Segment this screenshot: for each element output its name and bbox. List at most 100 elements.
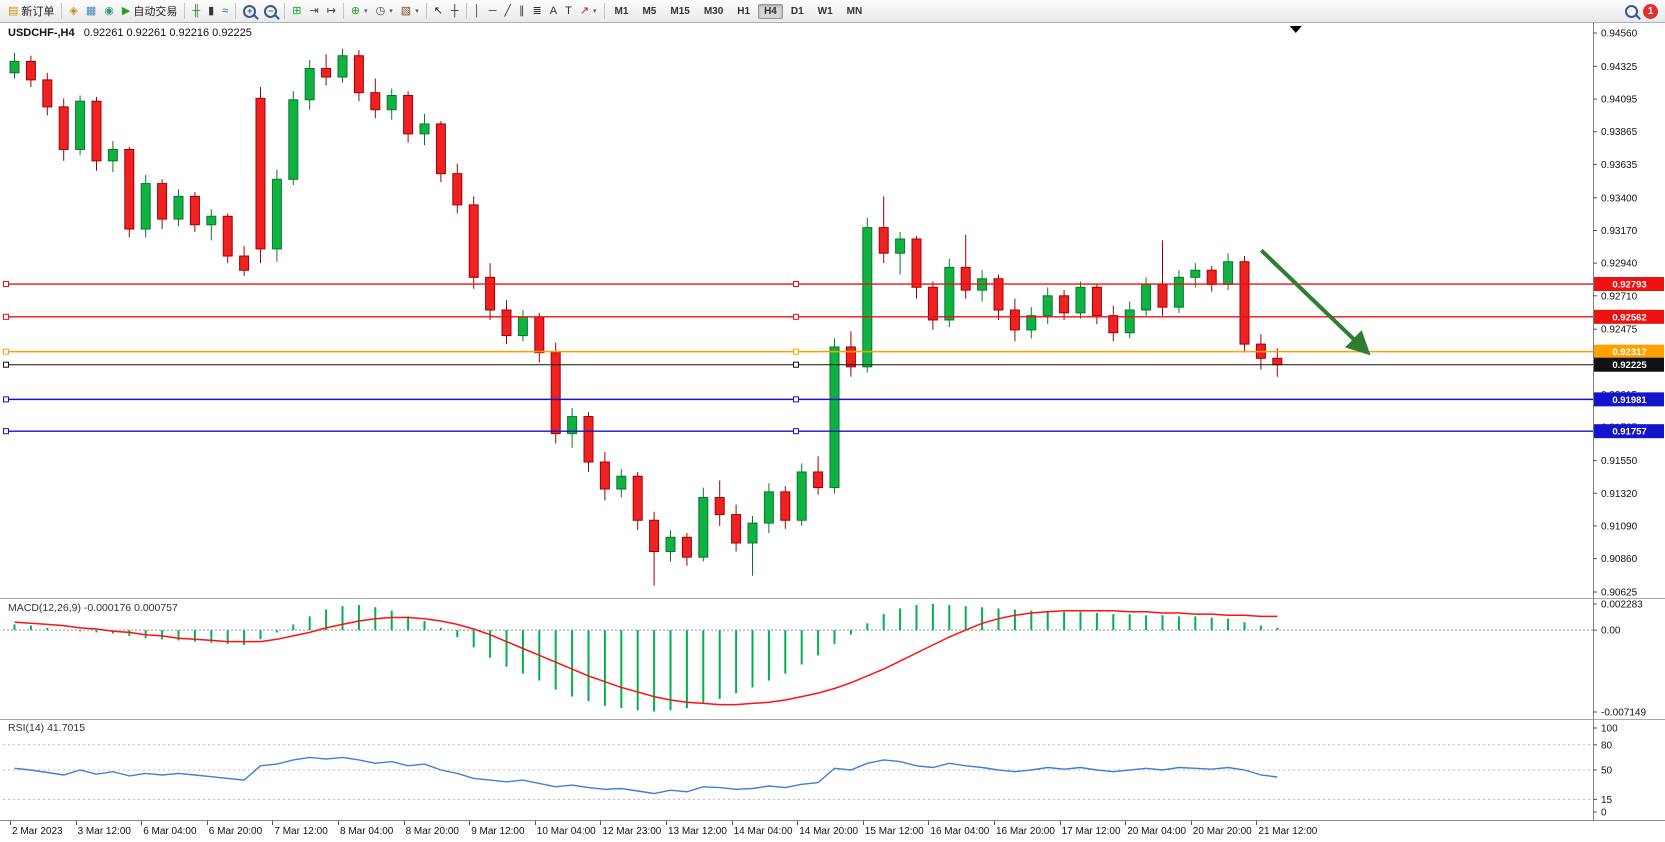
timeframe-m30[interactable]: M30: [703, 5, 724, 17]
time-axis-tick: [10, 821, 11, 825]
line-chart-icon[interactable]: ≈: [218, 2, 232, 21]
time-axis-label: 6 Mar 20:00: [208, 826, 263, 837]
rsi-levels: [3, 744, 1593, 800]
text-icon: A: [549, 4, 558, 17]
rsi-axis: 100 80 50 15 0: [1593, 724, 1618, 819]
svg-text:80: 80: [1601, 740, 1613, 751]
channel-icon[interactable]: ∥: [515, 2, 529, 21]
timeframe-w1[interactable]: W1: [817, 5, 833, 17]
horizontal-line-0.92225[interactable]: 0.92225: [3, 357, 1664, 372]
zoom-out-icon[interactable]: −: [260, 2, 281, 21]
svg-text:0.92225: 0.92225: [1612, 360, 1647, 371]
svg-text:0.92793: 0.92793: [1612, 280, 1646, 291]
price-tag: [1594, 309, 1664, 324]
timeframe-h4[interactable]: H4: [758, 3, 783, 19]
text-icon[interactable]: A: [546, 2, 561, 21]
time-axis-tick: [272, 821, 274, 825]
time-axis-label: 15 Mar 12:00: [864, 826, 924, 837]
data-window-icon[interactable]: ▦: [82, 2, 100, 21]
horizontal-line-0.92793[interactable]: 0.92793: [3, 277, 1664, 292]
timeframe-mn[interactable]: MN: [846, 5, 863, 17]
templates-icon[interactable]: ▧ ▾: [397, 2, 423, 21]
toolbar: ▤ 新订单 ◈ ▦ ◉ ▶ 自动交易 ╫ ▮ ≈ + − ⊞ ⇥ ↦ ⊕ ▾ ◷ ▾ ▧ ▾ ↖ ┼ │ ─ ╱ ∥ ≣ A T ↗ ▾ M1 M…: [0, 0, 1665, 23]
time-axis-label: 21 Mar 12:00: [1258, 826, 1318, 837]
timeframe-m15[interactable]: M15: [670, 5, 690, 17]
line-handle: [3, 281, 9, 288]
svg-text:0.91550: 0.91550: [1601, 456, 1638, 467]
arrows-icon[interactable]: ↗ ▾: [576, 2, 601, 21]
chart-shift-marker[interactable]: [1289, 26, 1302, 33]
horizontal-line-0.92562[interactable]: 0.92562: [3, 309, 1664, 324]
line-handle: [3, 361, 9, 368]
notification-badge[interactable]: 1: [1643, 3, 1658, 19]
chart-search-icon[interactable]: [1625, 4, 1638, 18]
timeframe-h1[interactable]: H1: [737, 5, 751, 17]
timeframe-m1[interactable]: M1: [614, 5, 629, 17]
bar-chart-icon: ╫: [192, 4, 201, 17]
line-handle: [3, 396, 9, 403]
macd-signal-line: [14, 609, 1278, 706]
crosshair-icon: ┼: [450, 4, 459, 17]
dropdown-caret-icon: ▾: [389, 8, 393, 15]
cursor-icon[interactable]: ↖: [430, 2, 447, 21]
time-axis-tick: [600, 821, 602, 825]
periods-icon[interactable]: ◷ ▾: [372, 2, 397, 21]
trendline-icon: ╱: [504, 4, 512, 17]
market-watch-icon[interactable]: ◈: [65, 2, 81, 21]
timeframe-m5[interactable]: M5: [642, 5, 657, 17]
time-axis-tick: [1256, 821, 1258, 825]
templates-icon: ▧: [400, 4, 412, 17]
data-window-icon: ▦: [85, 4, 97, 17]
zoom-in-icon[interactable]: +: [239, 2, 260, 21]
vertical-line-icon[interactable]: │: [470, 2, 485, 21]
navigator-icon[interactable]: ◉: [100, 2, 118, 21]
time-axis-label: 3 Mar 12:00: [77, 826, 131, 837]
chart-ohlc-values: 0.92261 0.92261 0.92216 0.92225: [83, 27, 252, 39]
new-order-button[interactable]: ▤ 新订单: [4, 2, 58, 21]
toolbar-separator: [284, 3, 286, 19]
time-axis-label: 2 Mar 2023: [12, 826, 63, 837]
tile-windows-icon: ⊞: [292, 4, 302, 17]
time-axis-tick: [534, 821, 536, 825]
zoom-in-icon: +: [243, 4, 257, 18]
auto-scroll-icon[interactable]: ⇥: [305, 2, 322, 21]
svg-text:50: 50: [1601, 766, 1613, 777]
svg-text:0.92317: 0.92317: [1612, 347, 1646, 358]
fibonacci-icon[interactable]: ≣: [529, 2, 546, 21]
horizontal-line-icon: ─: [488, 4, 497, 17]
dropdown-caret-icon: ▾: [415, 8, 419, 15]
toolbar-separator: [342, 3, 344, 19]
svg-text:0.91757: 0.91757: [1612, 427, 1646, 438]
periods-icon: ◷: [375, 4, 386, 17]
indicators-icon[interactable]: ⊕ ▾: [347, 2, 372, 21]
time-axis-label: 20 Mar 20:00: [1192, 826, 1252, 837]
auto-scroll-icon: ⇥: [309, 4, 319, 17]
crosshair-icon[interactable]: ┼: [447, 2, 463, 21]
time-axis-label: 16 Mar 20:00: [996, 826, 1055, 837]
auto-trading-button[interactable]: ▶ 自动交易: [118, 2, 181, 21]
horizontal-line-0.91757[interactable]: 0.91757: [3, 424, 1664, 439]
horizontal-line-icon[interactable]: ─: [485, 2, 501, 21]
chart-shift-icon[interactable]: ↦: [323, 2, 340, 21]
svg-text:0.93635: 0.93635: [1601, 160, 1638, 171]
candlestick-icon[interactable]: ▮: [204, 2, 218, 21]
time-axis[interactable]: 2 Mar 2023 3 Mar 12:00 6 Mar 04:00 6 Mar 20…: [0, 820, 1665, 842]
dropdown-caret-icon: ▾: [364, 8, 368, 15]
svg-text:0.91981: 0.91981: [1612, 395, 1647, 406]
tile-windows-icon[interactable]: ⊞: [288, 2, 305, 21]
timeframe-d1[interactable]: D1: [790, 5, 804, 17]
time-axis-label: 8 Mar 20:00: [405, 826, 459, 837]
svg-text:0.94325: 0.94325: [1601, 62, 1638, 73]
trendline-icon[interactable]: ╱: [500, 2, 515, 21]
horizontal-line-0.92317[interactable]: 0.92317: [3, 344, 1664, 359]
label-icon[interactable]: T: [561, 2, 576, 21]
price-tag: [1594, 424, 1664, 439]
horizontal-line-0.91981[interactable]: 0.91981: [3, 392, 1664, 407]
market-watch-icon: ◈: [69, 4, 78, 17]
time-axis-tick: [75, 821, 77, 825]
trend-arrow[interactable]: [1259, 248, 1371, 356]
svg-text:0.90625: 0.90625: [1601, 588, 1638, 599]
chart-shift-icon: ↦: [326, 4, 336, 17]
bar-chart-icon[interactable]: ╫: [188, 2, 204, 21]
